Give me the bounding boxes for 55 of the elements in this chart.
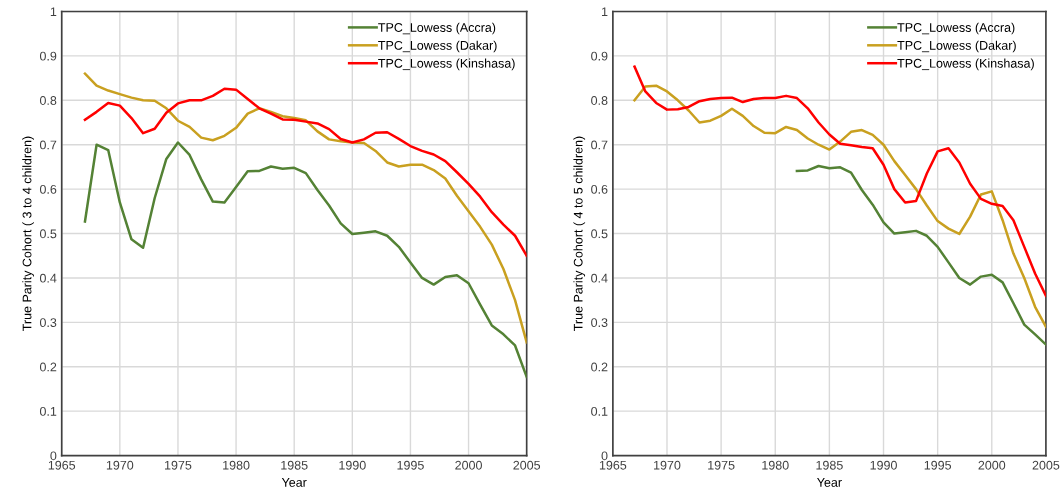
y-tick-label: 0.5 [39, 229, 57, 239]
x-tick-label: 1985 [816, 460, 843, 470]
y-tick-label: 0.9 [39, 51, 57, 61]
x-tick-label: 2000 [455, 460, 482, 470]
line-series [633, 84, 1046, 329]
x-tick-label: 1975 [165, 460, 192, 470]
y-tick-label: 0.1 [39, 406, 57, 416]
legend-label: TPC_Lowess (Accra) [378, 22, 496, 35]
line-series [83, 87, 527, 257]
y-tick-label: 0.6 [39, 184, 57, 194]
x-tick-label: 1970 [106, 460, 134, 470]
x-tick-label: 2005 [513, 460, 541, 470]
legend-label: TPC_Lowess (Kinshasa) [897, 58, 1034, 71]
x-tick-label: 1975 [708, 460, 735, 470]
y-tick-label: 0.5 [591, 229, 608, 239]
y-axis-title: True Parity Cohort ( 3 to 4 children) [22, 136, 34, 331]
x-tick-label: 2005 [1032, 460, 1060, 470]
y-tick-label: 0.2 [591, 362, 608, 372]
y-tick-label: 0.8 [39, 96, 57, 105]
x-tick-label: 1980 [762, 460, 789, 470]
y-tick-label: 0 [50, 451, 57, 461]
legend-label: TPC_Lowess (Kinshasa) [378, 58, 515, 71]
y-tick-label: 0.6 [591, 184, 608, 194]
y-tick-label: 0.3 [39, 318, 57, 328]
y-axis-title: True Parity Cohort ( 4 to 5 children) [573, 136, 586, 331]
y-tick-label: 0.1 [591, 406, 608, 416]
y-tick-label: 1 [602, 7, 608, 17]
legend-label: TPC_Lowess (Dakar) [378, 40, 497, 53]
y-tick-label: 0.4 [591, 273, 608, 283]
y-tick-label: 0.7 [591, 140, 608, 150]
x-tick-label: 1965 [599, 460, 627, 470]
x-tick-label: 1985 [281, 460, 308, 470]
legend-label: TPC_Lowess (Accra) [897, 22, 1015, 35]
x-tick-label: 1995 [924, 460, 952, 470]
line-series [795, 164, 1046, 346]
line-series [83, 141, 527, 379]
x-tick-label: 1995 [397, 460, 424, 470]
line-series [83, 72, 527, 344]
x-tick-label: 1980 [223, 460, 250, 470]
x-axis-title: Year [281, 478, 307, 487]
x-axis-title: Year [817, 478, 842, 487]
y-tick-label: 1 [50, 7, 57, 17]
y-tick-label: 0.4 [39, 273, 57, 283]
legend-label: TPC_Lowess (Dakar) [897, 40, 1016, 53]
y-tick-label: 0.2 [39, 362, 57, 372]
x-tick-label: 1990 [339, 460, 366, 470]
y-tick-label: 0.3 [591, 318, 608, 328]
x-tick-label: 2000 [978, 460, 1006, 470]
x-tick-label: 1970 [654, 460, 681, 470]
y-tick-label: 0.9 [591, 51, 608, 61]
y-tick-label: 0 [601, 451, 608, 461]
y-tick-label: 0.7 [39, 140, 57, 150]
x-tick-label: 1990 [870, 460, 897, 470]
y-tick-label: 0.8 [591, 96, 608, 105]
x-tick-label: 1965 [48, 460, 76, 470]
